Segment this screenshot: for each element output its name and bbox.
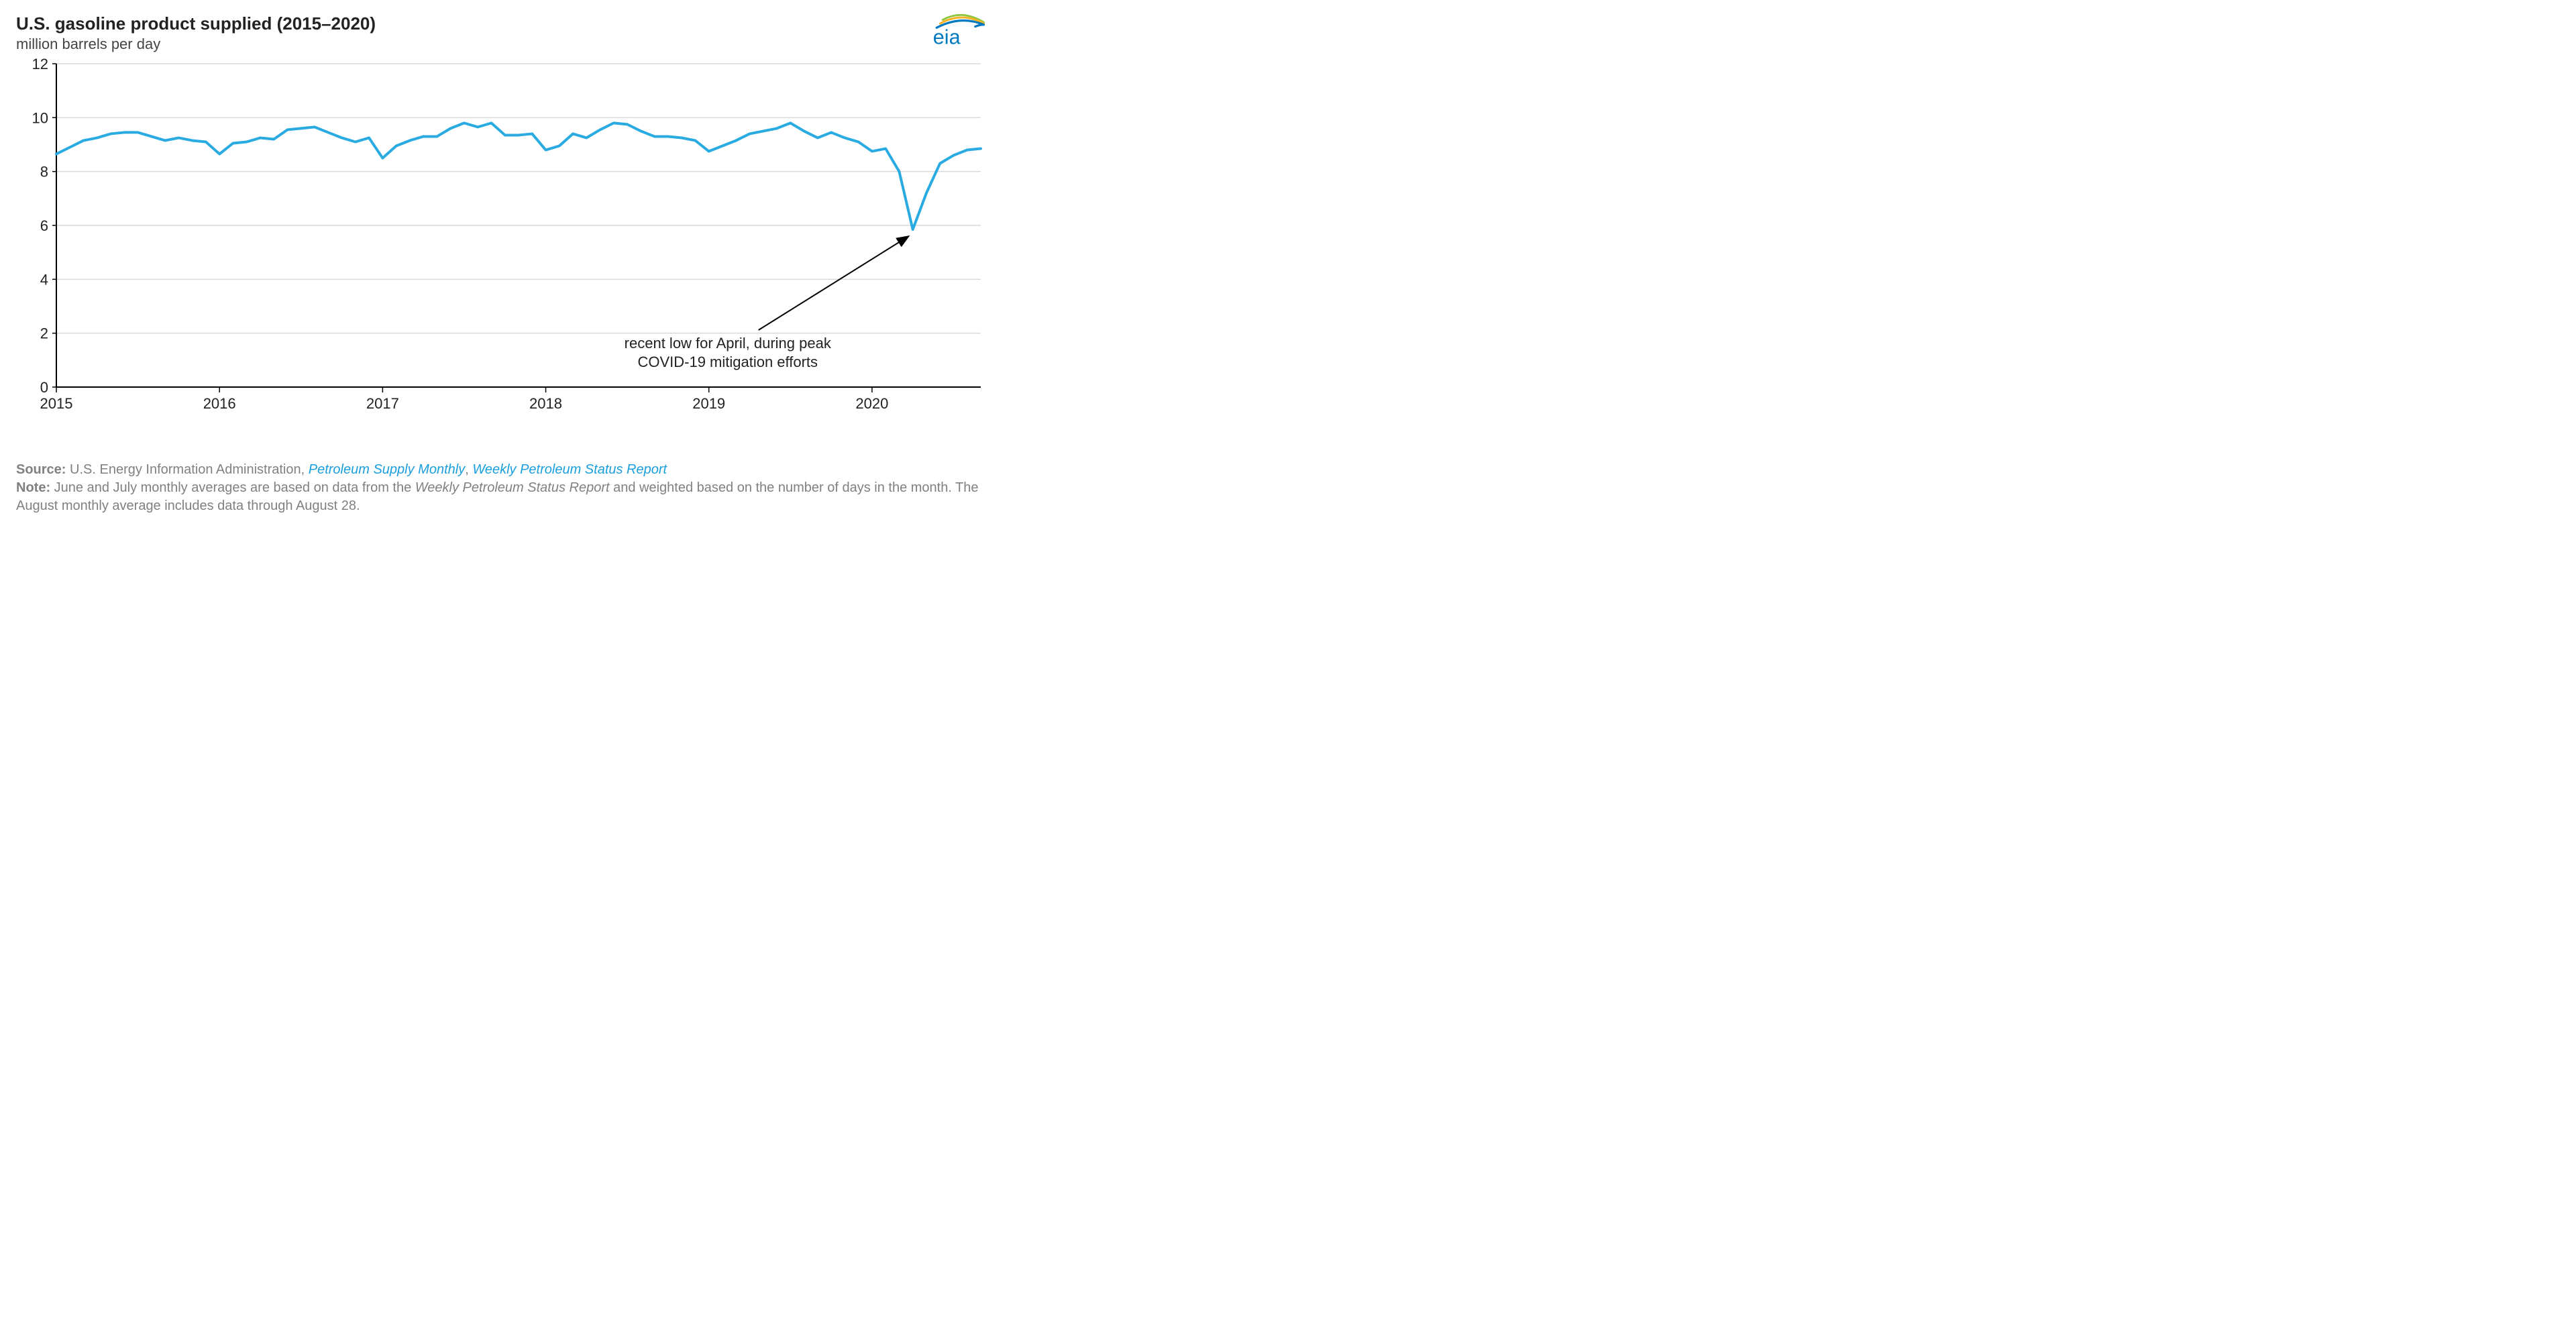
- note-text-a: June and July monthly averages are based…: [50, 480, 415, 495]
- svg-text:2015: 2015: [40, 395, 73, 412]
- annotation-line2: COVID-19 mitigation efforts: [637, 354, 818, 370]
- svg-text:eia: eia: [933, 26, 961, 49]
- svg-text:2019: 2019: [692, 395, 725, 412]
- source-link-1: Petroleum Supply Monthly: [309, 462, 465, 477]
- annotation-line1: recent low for April, during peak: [625, 335, 831, 352]
- svg-text:6: 6: [40, 217, 48, 234]
- line-chart: 0 2 4 6 8 10 12 2015 2016 2017 2018 2019 2020: [16, 57, 990, 419]
- svg-text:2020: 2020: [855, 395, 888, 412]
- svg-text:0: 0: [40, 379, 48, 396]
- source-sep: ,: [465, 462, 472, 477]
- svg-text:8: 8: [40, 164, 48, 180]
- chart-title: U.S. gasoline product supplied (2015–202…: [16, 13, 990, 34]
- svg-text:2: 2: [40, 325, 48, 342]
- note-label: Note:: [16, 480, 50, 495]
- svg-text:2017: 2017: [366, 395, 399, 412]
- source-label: Source:: [16, 462, 66, 477]
- source-link-2: Weekly Petroleum Status Report: [472, 462, 667, 477]
- svg-text:2016: 2016: [203, 395, 236, 412]
- chart-area: 0 2 4 6 8 10 12 2015 2016 2017 2018 2019 2020 recent…: [16, 57, 990, 423]
- eia-logo: eia: [926, 9, 986, 50]
- svg-text:12: 12: [32, 57, 48, 72]
- svg-text:10: 10: [32, 109, 48, 126]
- svg-text:4: 4: [40, 271, 48, 288]
- chart-subtitle: million barrels per day: [16, 36, 990, 53]
- source-text: U.S. Energy Information Administration,: [66, 462, 308, 477]
- annotation-text: recent low for April, during peak COVID-…: [625, 334, 831, 371]
- svg-text:2018: 2018: [529, 395, 562, 412]
- note-italic: Weekly Petroleum Status Report: [415, 480, 610, 495]
- chart-footer: Source: U.S. Energy Information Administ…: [16, 461, 990, 515]
